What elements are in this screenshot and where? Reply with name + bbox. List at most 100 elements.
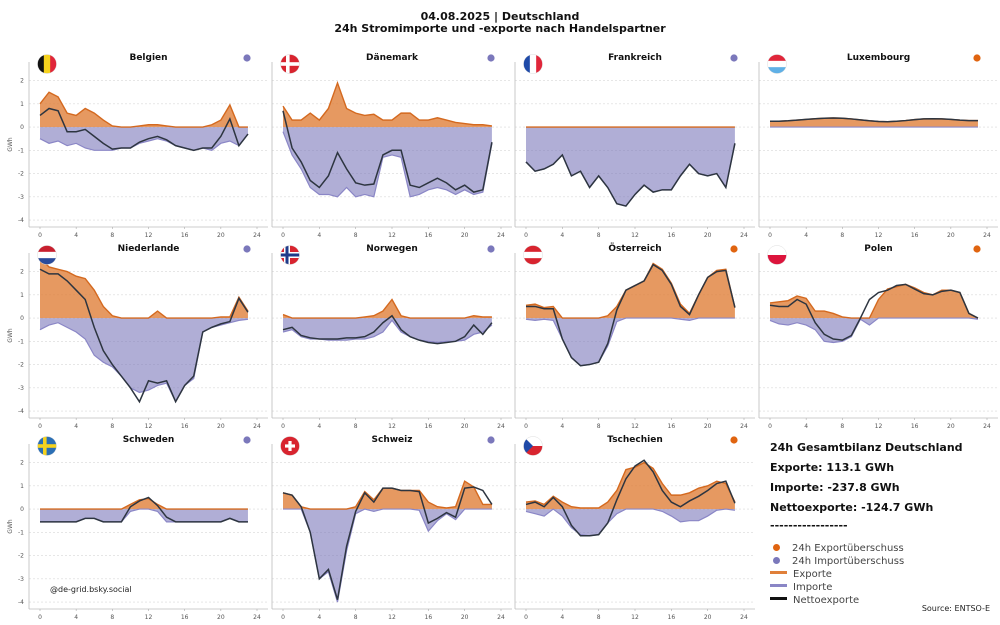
x-tick-label: 24 [983,232,991,239]
panel-fr: 0 4 8 12 16 20 24 Frankreich [514,53,755,239]
legend-exports: Exporte [770,569,832,580]
y-tick-label: 2 [20,269,24,276]
x-tick-label: 4 [317,614,321,621]
panel-be: 2 1 0 -1 -2 -3 -4 GWh 0 4 8 12 16 20 24 Belgien [7,53,268,239]
x-tick-label: 8 [597,423,601,430]
x-tick-label: 24 [983,423,991,430]
imports-area [40,509,248,522]
summary-imports: Importe: -237.8 GWh [770,481,900,494]
summary-separator: ----------------- [770,519,848,532]
net-export-line [526,263,736,367]
surplus-dot-icon [487,436,495,444]
x-tick-label: 16 [425,232,433,239]
panel-lu: 0 4 8 12 16 20 24 Luxembourg [758,53,998,239]
y-tick-label: -4 [18,599,24,606]
net-export-line [282,486,493,600]
flag-pl-icon [767,245,787,265]
panel-title: Polen [864,244,892,254]
x-tick-label: 12 [388,614,396,621]
x-tick-label: 4 [74,614,78,621]
x-tick-label: 4 [560,232,564,239]
x-tick-label: 8 [110,614,114,621]
panel-nl: 2 1 0 -1 -2 -3 -4 GWh 0 4 8 12 16 20 24 Niederlande [7,244,268,430]
exports-area [526,263,735,319]
x-tick-label: 4 [74,232,78,239]
x-tick-label: 24 [253,614,261,621]
net-export-line [282,110,493,193]
imports-line [769,317,979,344]
y-tick-label: 0 [20,506,24,513]
x-tick-label: 0 [38,423,42,430]
x-tick-label: 16 [911,423,919,430]
panel-title: Schweiz [372,435,413,445]
exports-line [769,283,979,319]
panel-pl: 0 4 8 12 16 20 24 Polen [758,244,998,430]
x-tick-label: 0 [524,423,528,430]
x-tick-label: 16 [911,232,919,239]
x-tick-label: 20 [217,423,225,430]
panel-title: Schweden [123,435,175,445]
y-tick-label: 0 [20,124,24,131]
flag-fr-icon [523,54,543,74]
y-tick-label: 1 [20,101,24,108]
x-tick-label: 8 [354,423,358,430]
x-tick-label: 12 [875,423,883,430]
surplus-dot-icon [487,245,495,253]
y-tick-label: -2 [18,553,24,560]
panel-se: 2 1 0 -1 -2 -3 -4 GWh 0 4 8 12 16 20 24 Schweden [7,435,268,621]
panel-ch: 0 4 8 12 16 20 24 Schweiz [271,435,512,621]
x-tick-label: 12 [145,232,153,239]
x-tick-label: 0 [768,232,772,239]
x-tick-label: 16 [425,614,433,621]
exports-area [526,462,735,510]
x-tick-label: 8 [597,232,601,239]
y-axis-label: GWh [7,328,14,343]
exports-area [283,481,492,510]
x-tick-label: 16 [668,614,676,621]
exports-area [283,299,492,319]
flag-ch-icon [280,436,300,456]
x-tick-label: 0 [281,614,285,621]
exports-line-icon [770,571,787,574]
net-export-line [525,459,736,537]
x-tick-label: 12 [631,423,639,430]
panel-title: Luxembourg [847,53,910,63]
net-export-line [770,117,978,123]
flag-cz-icon [523,436,543,456]
x-tick-label: 4 [74,423,78,430]
legend-import-surplus-label: 24h Importüberschuss [792,556,905,567]
surplus-dot-icon [730,245,738,253]
legend-net-label: Nettoexporte [793,595,860,606]
x-tick-label: 0 [38,232,42,239]
x-tick-label: 12 [388,232,396,239]
flag-se-icon [37,436,57,456]
x-tick-label: 8 [597,614,601,621]
x-tick-label: 24 [253,423,261,430]
imports-line [525,508,735,537]
surplus-dot-icon [730,436,738,444]
net-export-line [769,283,979,341]
y-tick-label: -1 [18,147,24,154]
x-tick-label: 20 [461,423,469,430]
watermark: @de-grid.bsky.social [50,585,132,594]
legend-imports-label: Importe [793,582,833,593]
x-tick-label: 0 [281,423,285,430]
x-tick-label: 16 [181,232,189,239]
imports-line-icon [770,584,787,587]
y-tick-label: -1 [18,529,24,536]
y-tick-label: -4 [18,217,24,224]
x-tick-label: 16 [668,423,676,430]
imports-area [283,318,492,343]
exports-line [282,298,492,319]
net-export-line [40,496,248,523]
x-tick-label: 20 [217,614,225,621]
flag-nl-icon [37,245,57,265]
surplus-dot-icon [243,436,251,444]
surplus-dot-icon [243,54,251,62]
import-surplus-dot-icon [773,557,780,564]
x-tick-label: 24 [253,232,261,239]
x-tick-label: 24 [497,614,505,621]
x-tick-label: 20 [461,614,469,621]
imports-area [770,318,978,343]
